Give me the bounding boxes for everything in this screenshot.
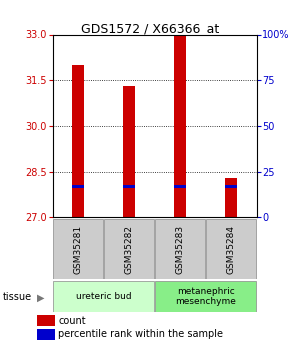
Text: ▶: ▶ [37,293,44,302]
Bar [155,281,256,312]
Text: metanephric
mesenchyme: metanephric mesenchyme [175,287,236,306]
Bar [206,219,256,279]
Text: GSM35282: GSM35282 [124,225,134,274]
Bar [225,185,237,188]
Text: GSM35283: GSM35283 [176,225,184,274]
Bar [104,219,154,279]
Text: GSM35284: GSM35284 [226,225,236,274]
Bar [174,185,186,188]
Text: GSM35281: GSM35281 [74,225,82,274]
Text: GDS1572 / X66366_at: GDS1572 / X66366_at [81,22,219,36]
Text: percentile rank within the sample: percentile rank within the sample [58,329,223,339]
Bar [123,185,135,188]
Bar [225,178,237,217]
Bar [123,86,135,217]
Bar [53,281,154,312]
Bar [72,65,84,217]
Bar [38,315,55,326]
Bar [155,219,205,279]
Bar [72,185,84,188]
Bar [38,329,55,340]
Bar [53,219,103,279]
Text: ureteric bud: ureteric bud [76,292,131,301]
Bar [174,34,186,217]
Text: tissue: tissue [3,293,32,302]
Text: count: count [58,316,86,326]
